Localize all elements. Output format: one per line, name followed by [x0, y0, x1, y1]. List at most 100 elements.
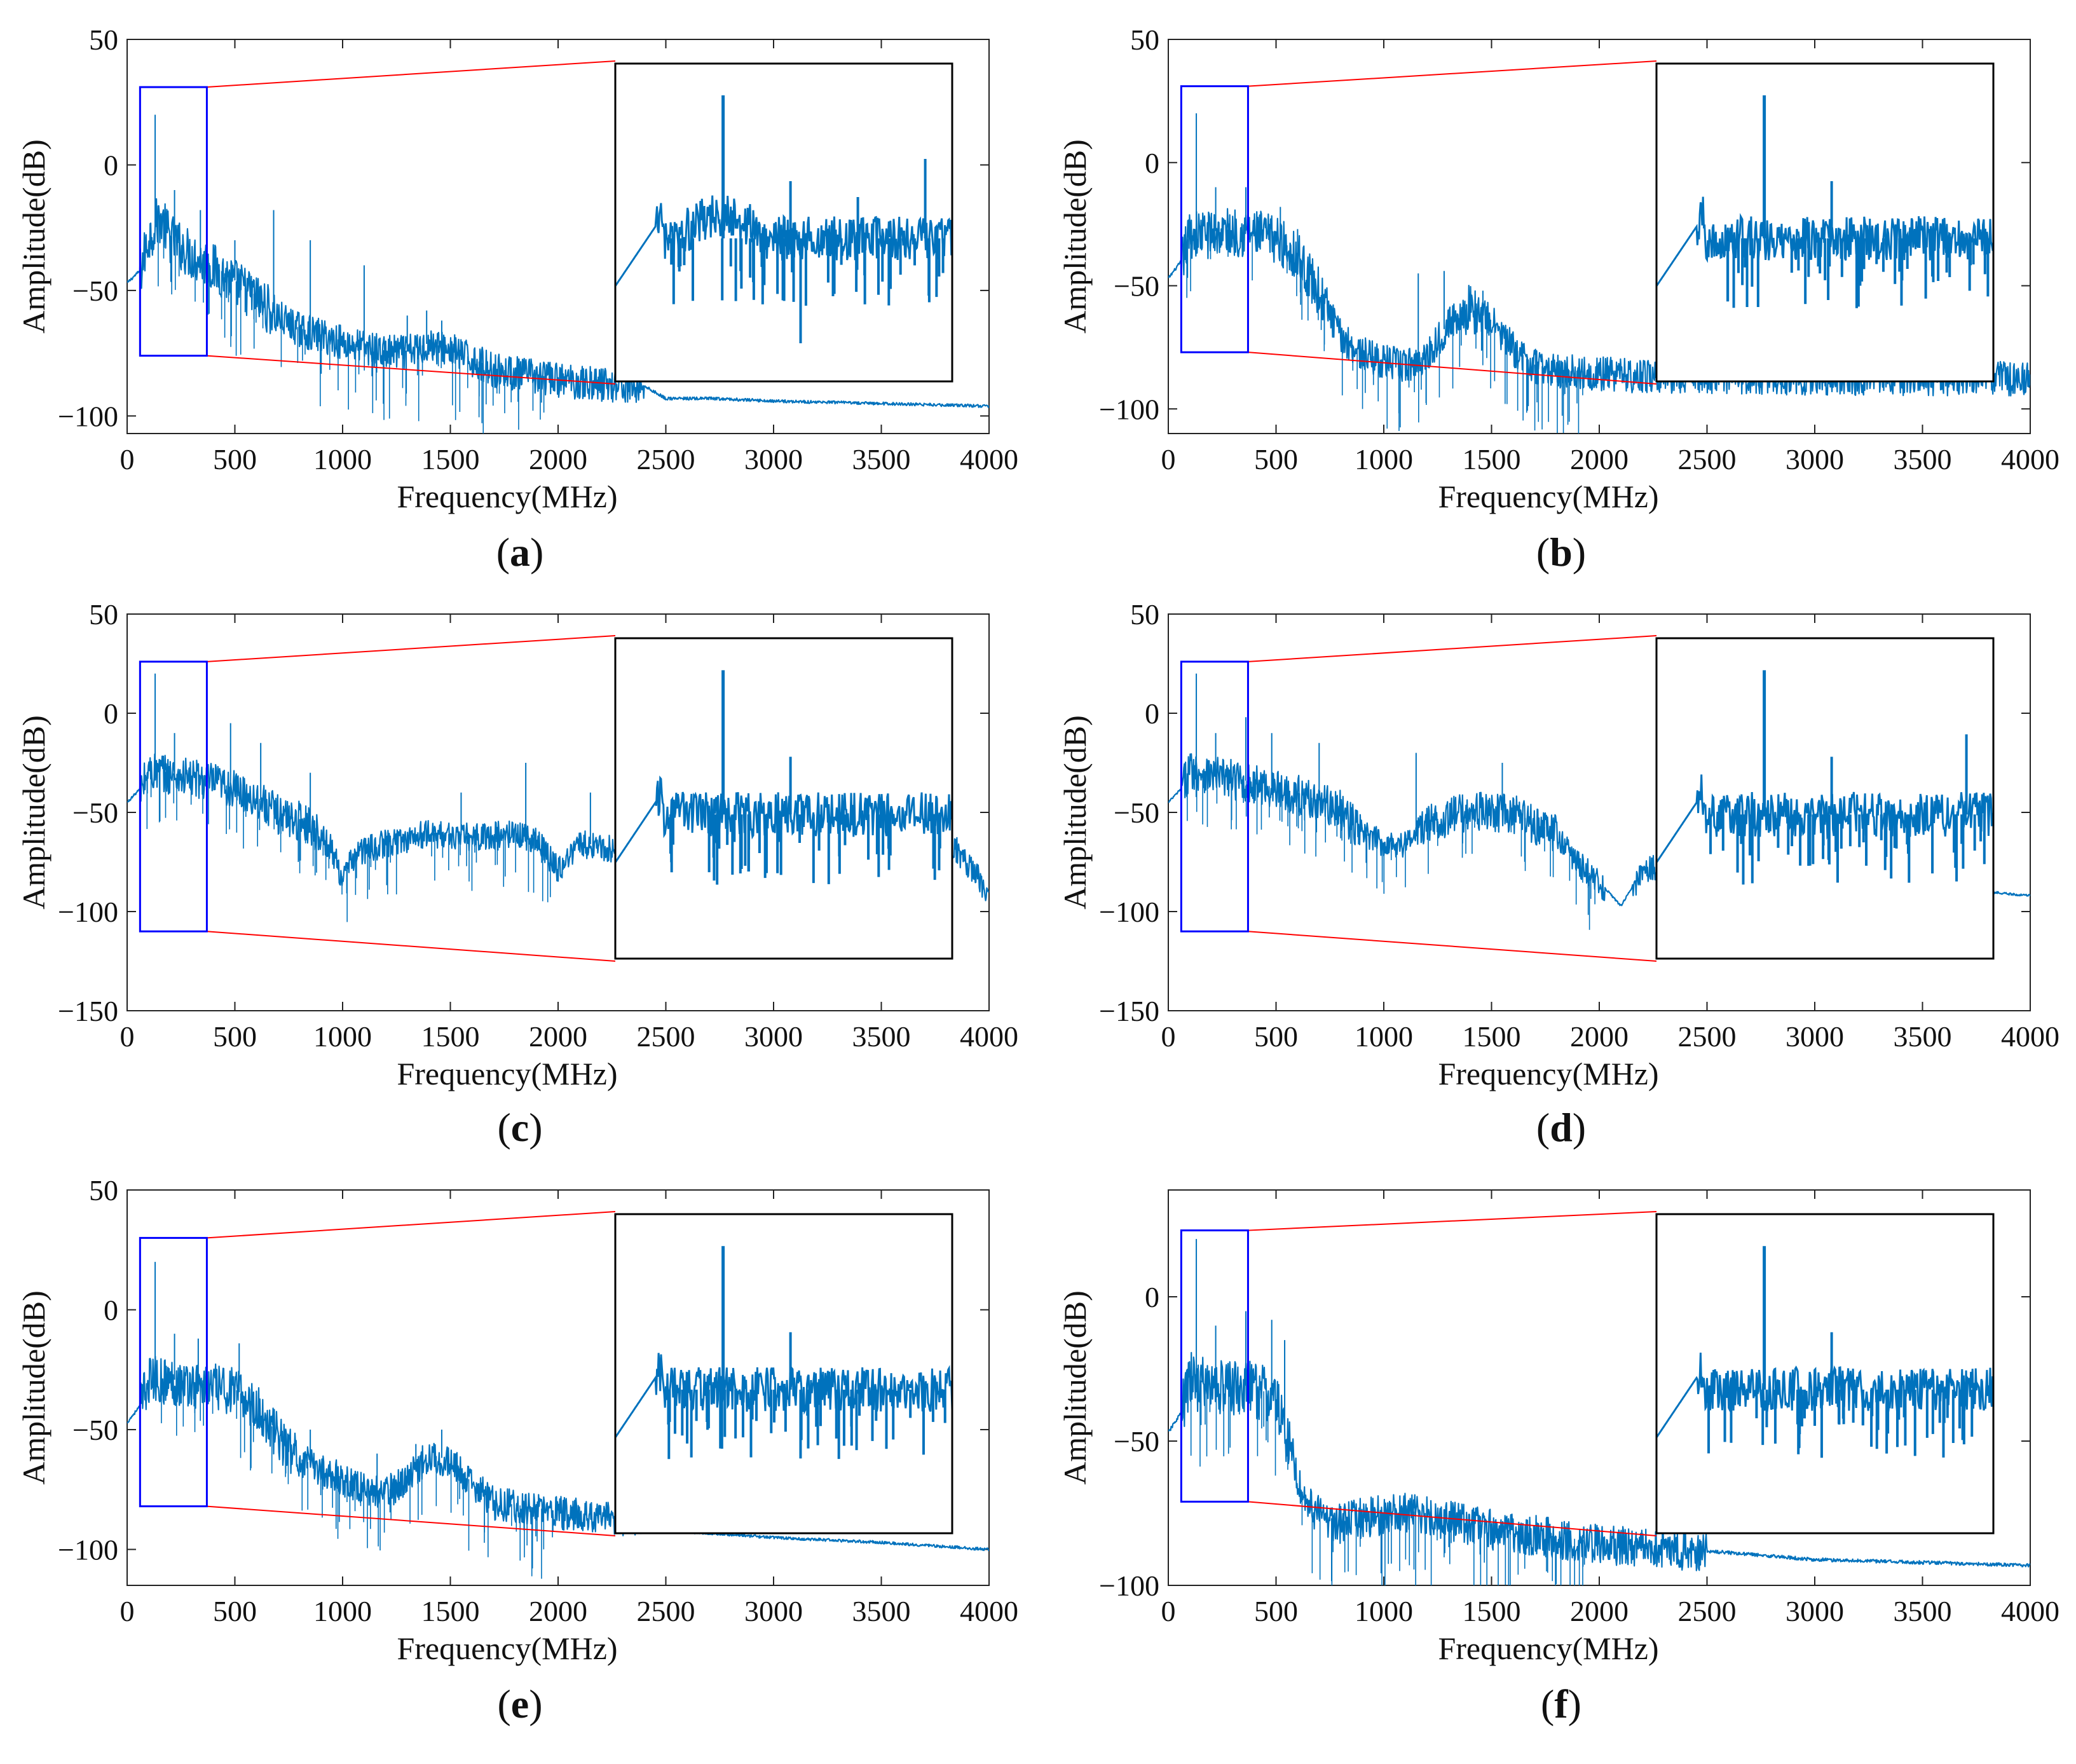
signal-line [127, 1355, 989, 1552]
y-tick-label: −100 [58, 896, 118, 928]
y-tick-label: −50 [1114, 270, 1159, 303]
x-tick-label: 3000 [1786, 443, 1844, 475]
y-tick-label: −50 [1114, 797, 1159, 829]
x-tick-label: 0 [120, 443, 135, 475]
x-tick-label: 0 [120, 1595, 135, 1627]
x-tick-label: 3000 [744, 443, 803, 475]
signal-trace-a [127, 114, 989, 434]
y-tick-label: −100 [58, 1533, 118, 1566]
zoom-inset-e [614, 1213, 953, 1535]
x-tick-label: 500 [1254, 1020, 1298, 1053]
y-tick-label: −150 [1099, 995, 1159, 1027]
y-axis-label: Amplitude(dB) [1057, 1290, 1093, 1485]
inset-signal-line [1656, 1352, 1993, 1439]
x-tick-label: 1500 [1463, 443, 1521, 475]
zoom-inset-border [1655, 637, 1995, 960]
zoom-inset-trace-e [615, 1246, 952, 1460]
x-tick-label: 2500 [1678, 1595, 1737, 1627]
y-axis-label: Amplitude(dB) [16, 1290, 51, 1485]
panel-caption-e: (e) [497, 1681, 542, 1726]
y-tick-label: 0 [104, 697, 118, 730]
inset-signal-line [1656, 196, 1993, 287]
y-tick-label: 50 [1130, 598, 1159, 631]
panel-a: 0 500 1000 1500 2000 2500 3000 3500 4000500−50−1… [16, 24, 1018, 575]
zoom-inset-c [614, 637, 953, 960]
x-axis-label: Frequency(MHz) [397, 1631, 617, 1666]
x-tick-label: 500 [213, 1020, 257, 1053]
y-tick-label: −150 [58, 995, 118, 1027]
x-tick-label: 1500 [421, 1020, 480, 1053]
y-tick-label: 50 [1130, 24, 1159, 56]
y-tick-label: −100 [58, 400, 118, 432]
x-tick-label: 1000 [1355, 1595, 1413, 1627]
y-axis-label: Amplitude(dB) [1057, 715, 1093, 910]
y-tick-label: 50 [89, 598, 118, 631]
y-tick-label: −50 [1114, 1425, 1159, 1458]
x-tick-label: 500 [1254, 443, 1298, 475]
x-tick-label: 0 [120, 1020, 135, 1053]
x-tick-label: 2000 [529, 1020, 587, 1053]
y-tick-label: −100 [1099, 393, 1159, 425]
y-tick-label: 0 [104, 1294, 118, 1326]
zoom-region-box [139, 1236, 208, 1508]
zoom-connector-top [207, 635, 616, 662]
x-axis-label: Frequency(MHz) [1438, 479, 1658, 514]
y-tick-label: −100 [1099, 1569, 1159, 1602]
zoom-inset-trace-a [615, 95, 952, 343]
x-tick-label: 1000 [313, 1595, 372, 1627]
inset-signal-line [615, 776, 952, 863]
x-tick-label: 3500 [1894, 1595, 1952, 1627]
x-tick-label: 1500 [421, 1595, 480, 1627]
zoom-inset-border [614, 637, 953, 960]
y-axis-label: Amplitude(dB) [16, 715, 51, 910]
zoom-inset-border [614, 62, 953, 383]
x-tick-label: 0 [1161, 1020, 1176, 1053]
panel-c: 0 500 1000 1500 2000 2500 3000 3500 4000500−50−1… [16, 598, 1018, 1150]
x-tick-label: 4000 [2001, 443, 2059, 475]
y-tick-label: 0 [1145, 1281, 1159, 1313]
x-tick-label: 1500 [1463, 1020, 1521, 1053]
y-tick-label: −50 [72, 275, 118, 307]
x-tick-label: 1000 [313, 443, 372, 475]
zoom-region-box [139, 660, 208, 933]
zoom-connector-top [1248, 60, 1657, 87]
zoom-connector-top [1248, 635, 1657, 662]
x-tick-label: 2000 [1570, 443, 1629, 475]
zoom-connector-top [207, 1211, 616, 1239]
x-axis-label: Frequency(MHz) [1438, 1631, 1658, 1666]
panel-caption-c: (c) [497, 1105, 542, 1150]
y-axis-label: Amplitude(dB) [1057, 139, 1093, 334]
x-tick-label: 2000 [529, 1595, 587, 1627]
signal-line [127, 198, 989, 409]
zoom-connector-bottom [1248, 352, 1657, 385]
panel-caption-b: (b) [1536, 530, 1586, 575]
y-tick-label: 50 [89, 1174, 118, 1207]
y-tick-label: −50 [72, 797, 118, 829]
panel-caption-d: (d) [1536, 1105, 1586, 1150]
y-tick-label: −50 [72, 1414, 118, 1446]
x-tick-label: 3500 [1894, 443, 1952, 475]
x-tick-label: 4000 [960, 1595, 1018, 1627]
zoom-region-box [1180, 1229, 1249, 1503]
x-tick-label: 2000 [1570, 1595, 1629, 1627]
y-tick-label: 0 [104, 149, 118, 181]
x-tick-label: 0 [1161, 1595, 1176, 1627]
inset-signal-line [615, 1353, 952, 1439]
y-tick-label: 0 [1145, 697, 1159, 730]
panel-caption-f: (f) [1541, 1681, 1581, 1726]
zoom-region-box [1180, 85, 1249, 353]
x-tick-label: 3000 [1786, 1595, 1844, 1627]
y-tick-label: −100 [1099, 896, 1159, 928]
zoom-region-box [1180, 660, 1249, 933]
zoom-connector-bottom [1248, 1501, 1657, 1536]
x-tick-label: 3000 [1786, 1020, 1844, 1053]
zoom-connector-bottom [207, 355, 616, 385]
panel-d: 0 500 1000 1500 2000 2500 3000 3500 4000500−50−1… [1057, 598, 2059, 1150]
x-tick-label: 4000 [2001, 1595, 2059, 1627]
zoom-connector-top [1248, 1211, 1657, 1231]
x-tick-label: 500 [213, 443, 257, 475]
x-tick-label: 2500 [1678, 1020, 1737, 1053]
x-tick-label: 3500 [852, 1595, 911, 1627]
zoom-connector-bottom [207, 931, 616, 962]
